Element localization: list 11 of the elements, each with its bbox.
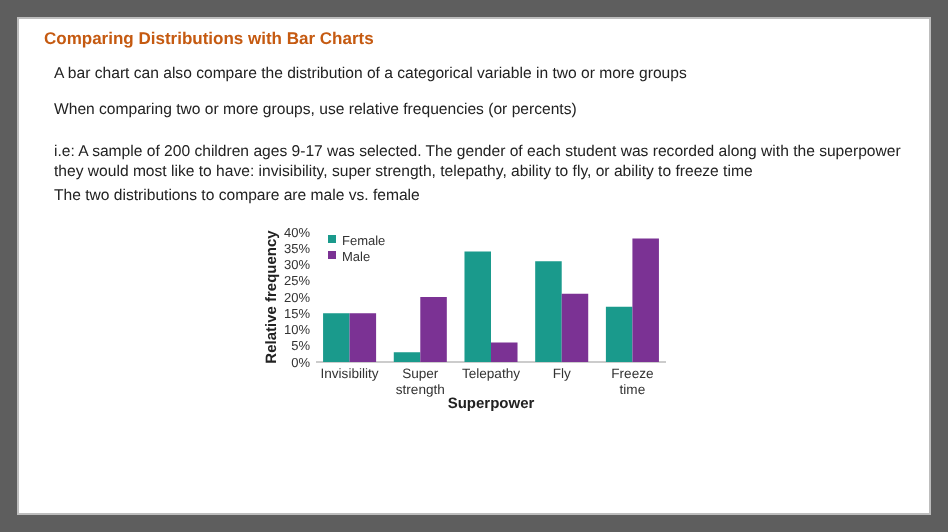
bar xyxy=(561,293,589,362)
bar xyxy=(323,313,350,362)
bar xyxy=(464,251,491,362)
chart-title: Comparing Distributions with Bar Charts xyxy=(44,28,375,48)
bar xyxy=(535,261,562,362)
bar xyxy=(605,306,633,362)
bar xyxy=(420,297,447,362)
bar xyxy=(491,342,518,362)
bar xyxy=(393,352,421,362)
bar xyxy=(349,313,377,362)
bar xyxy=(632,238,659,362)
